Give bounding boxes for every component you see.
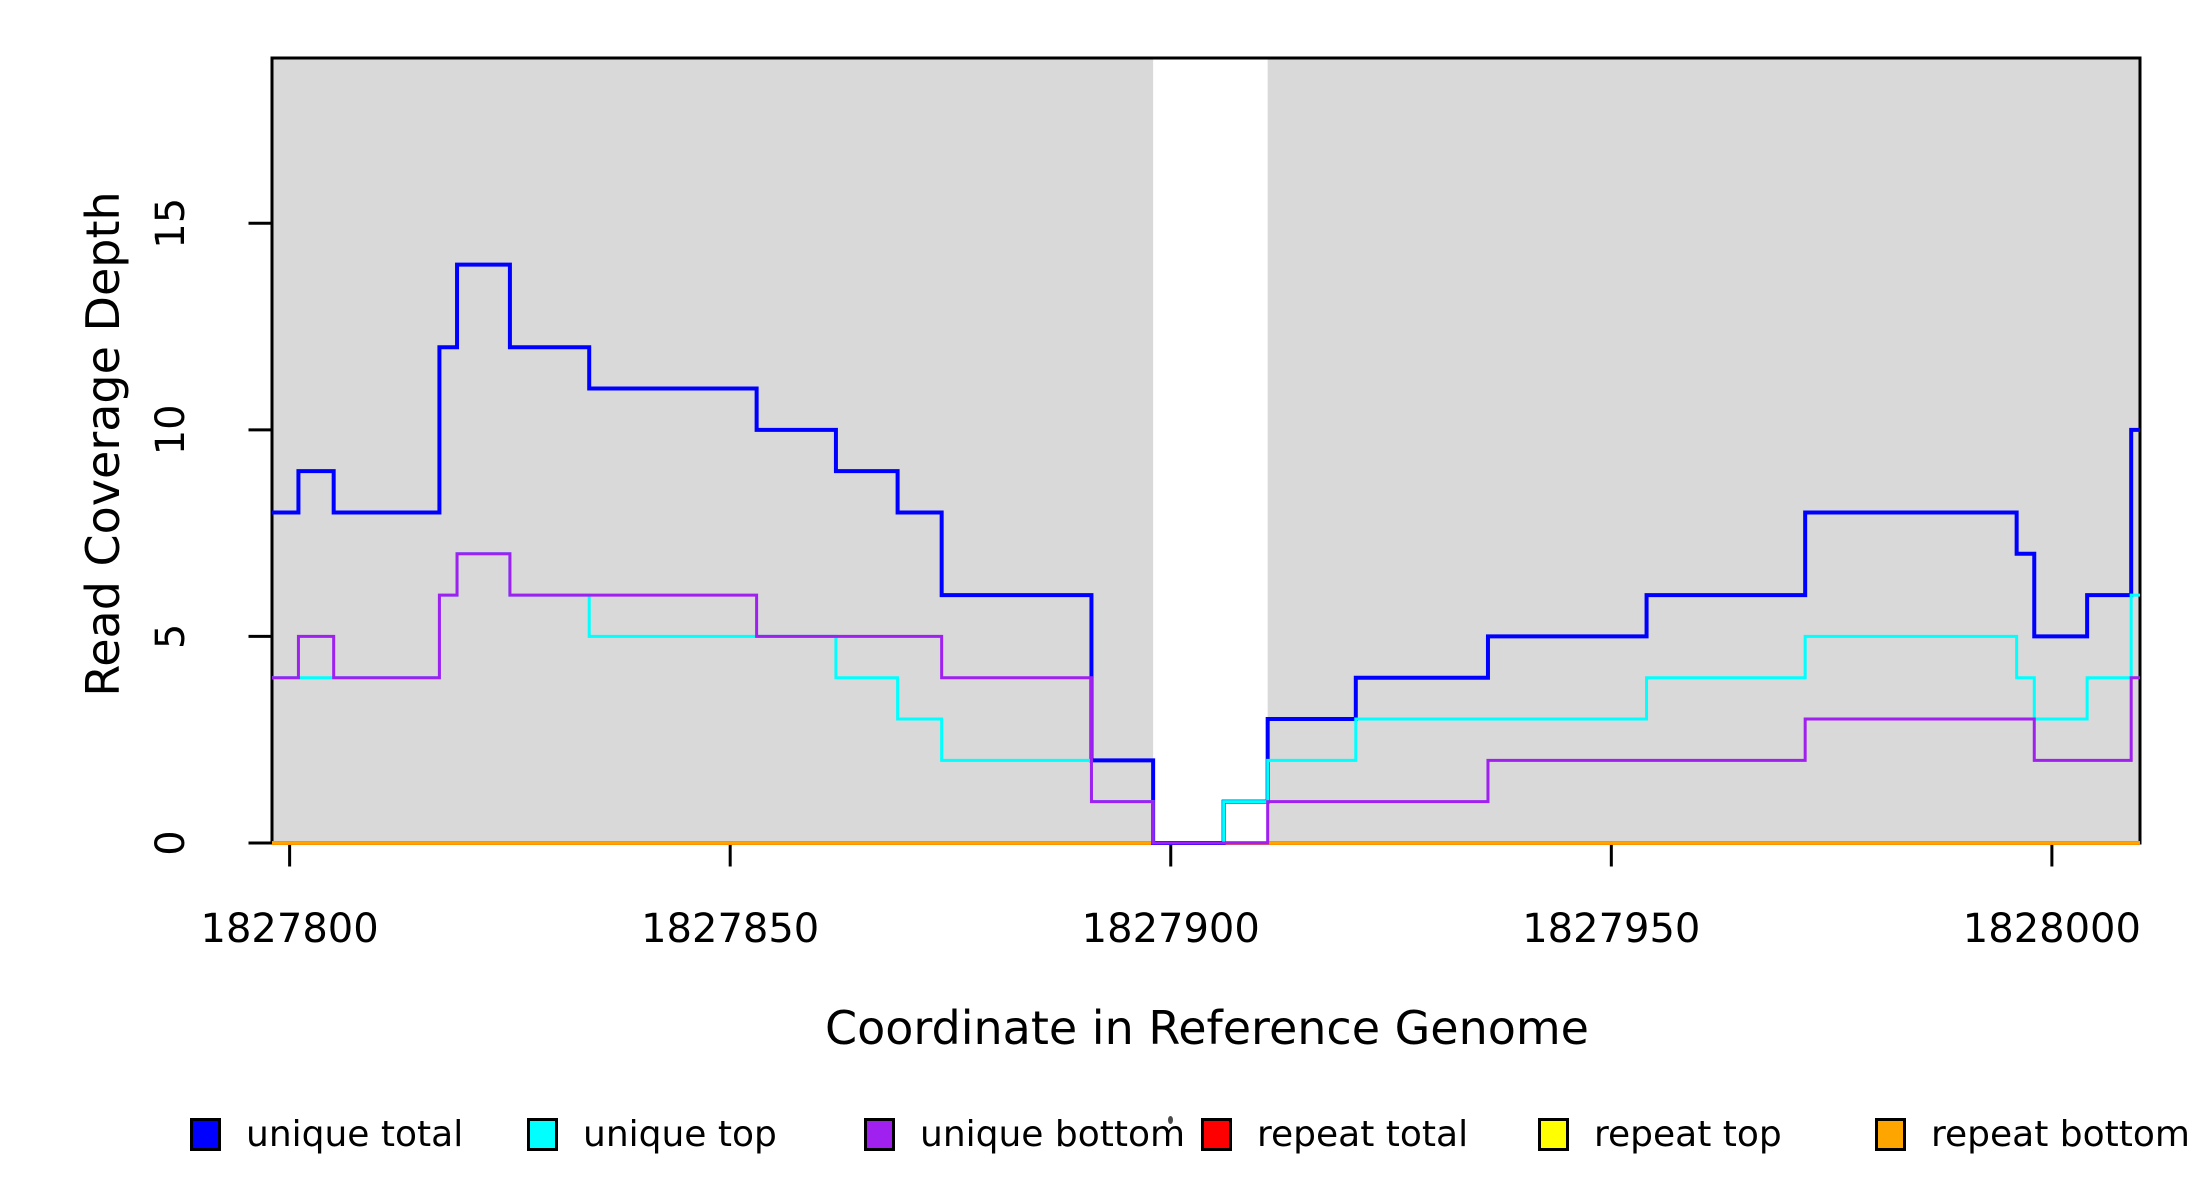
x-tick-label: 1827900 bbox=[1082, 906, 1260, 952]
x-tick-label: 1828000 bbox=[1963, 906, 2141, 952]
stray-mark bbox=[1168, 1116, 1173, 1124]
series-unique-bottom bbox=[272, 552, 2140, 845]
x-tick-label: 1827800 bbox=[201, 906, 379, 952]
x-axis-title: Coordinate in Reference Genome bbox=[825, 1001, 1589, 1055]
series-unique-total bbox=[272, 262, 2140, 845]
y-tick-label: 10 bbox=[148, 404, 194, 455]
y-tick-label: 0 bbox=[148, 830, 194, 855]
shaded-region bbox=[1267, 58, 2140, 843]
shaded-region bbox=[272, 58, 1154, 843]
y-tick-label: 5 bbox=[148, 624, 194, 649]
y-tick-label: 15 bbox=[148, 198, 194, 249]
x-tick-label: 1827850 bbox=[641, 906, 819, 952]
y-axis-title: Read Coverage Depth bbox=[76, 191, 130, 697]
x-tick-label: 1827950 bbox=[1522, 906, 1700, 952]
